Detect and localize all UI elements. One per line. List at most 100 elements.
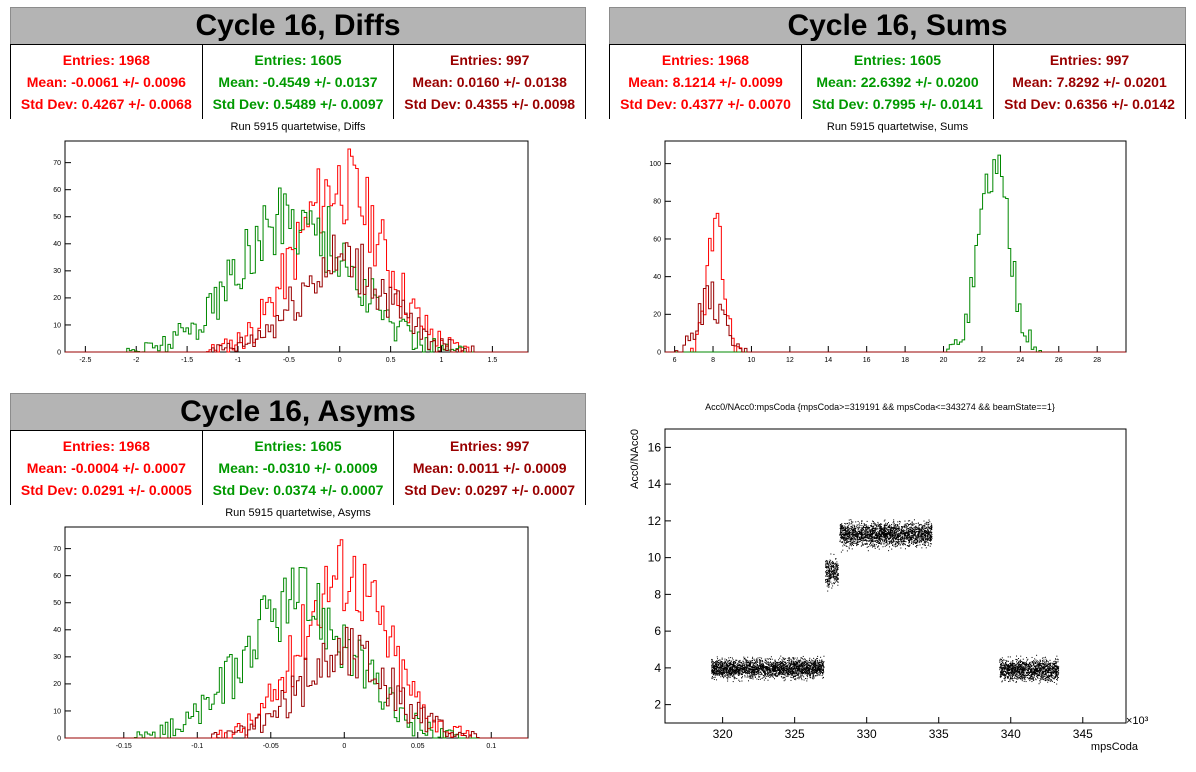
scatter-point: [830, 565, 832, 567]
scatter-point: [784, 663, 786, 665]
scatter-point: [740, 665, 742, 667]
scatter-point: [836, 578, 838, 580]
scatter-point: [926, 535, 928, 537]
scatter-point: [769, 671, 771, 673]
scatter-point: [775, 670, 777, 672]
scatter-point: [783, 676, 785, 678]
scatter-point: [817, 668, 819, 670]
scatter-point: [744, 666, 746, 668]
scatter-point: [882, 529, 884, 531]
scatter-point: [782, 669, 784, 671]
scatter-cluster-2: [825, 553, 839, 592]
y-tick-label: 70: [53, 546, 61, 553]
scatter-point: [721, 665, 723, 667]
scatter-point: [926, 533, 928, 535]
scatter-point: [760, 668, 762, 670]
scatter-point: [828, 574, 830, 576]
scatter-point: [862, 543, 864, 545]
scatter-point: [795, 661, 797, 663]
scatter-point: [860, 535, 862, 537]
scatter-point: [821, 675, 823, 677]
scatter-point: [872, 527, 874, 529]
scatter-point: [779, 672, 781, 674]
scatter-point: [846, 532, 848, 534]
scatter-point: [904, 520, 906, 522]
scatter-point: [782, 665, 784, 667]
scatter-point: [887, 526, 889, 528]
scatter-point: [765, 672, 767, 674]
scatter-point: [922, 527, 924, 529]
scatter-point: [930, 525, 932, 527]
scatter-point: [803, 664, 805, 666]
scatter-point: [738, 661, 740, 663]
scatter-point: [841, 523, 843, 525]
scatter-point: [930, 530, 932, 532]
scatter-point: [828, 565, 830, 567]
scatter-point: [915, 537, 917, 539]
scatter-point: [827, 563, 829, 565]
scatter-point: [897, 533, 899, 535]
scatter-point: [833, 582, 835, 584]
scatter-point: [729, 672, 731, 674]
scatter-point: [915, 525, 917, 527]
scatter-point: [749, 663, 751, 665]
scatter-point: [889, 531, 891, 533]
scatter-point: [806, 678, 808, 680]
scatter-point: [822, 668, 824, 670]
scatter-point: [892, 538, 894, 540]
scatter-point: [886, 540, 888, 542]
scatter-point: [842, 545, 844, 547]
scatter-point: [921, 530, 923, 532]
scatter-point: [722, 662, 724, 664]
scatter-point: [798, 678, 800, 680]
scatter-point: [835, 567, 837, 569]
scatter-point: [877, 521, 879, 523]
scatter-point: [713, 668, 715, 670]
scatter-point: [730, 673, 732, 675]
scatter-point: [761, 664, 763, 666]
scatter-point: [734, 666, 736, 668]
scatter-point: [882, 531, 884, 533]
scatter-point: [856, 533, 858, 535]
scatter-point: [908, 530, 910, 532]
scatter-point: [770, 670, 772, 672]
scatter-point: [912, 542, 914, 544]
scatter-point: [825, 560, 827, 562]
scatter-point: [901, 538, 903, 540]
scatter-point: [725, 661, 727, 663]
scatter-point: [788, 668, 790, 670]
scatter-point: [886, 536, 888, 538]
scatter-point: [897, 537, 899, 539]
scatter-point: [864, 543, 866, 545]
scatter-point: [870, 543, 872, 545]
scatter-point: [723, 672, 725, 674]
scatter-point: [897, 535, 899, 537]
scatter-point: [884, 529, 886, 531]
scatter-point: [782, 673, 784, 675]
scatter-point: [773, 666, 775, 668]
scatter-point: [746, 671, 748, 673]
scatter-point: [720, 664, 722, 666]
scatter-point: [861, 531, 863, 533]
scatter-point: [814, 672, 816, 674]
scatter-point: [852, 542, 854, 544]
scatter-point: [758, 666, 760, 668]
scatter-ylabel: Acc0/NAcc0: [629, 429, 641, 489]
scatter-point: [800, 662, 802, 664]
scatter-point: [771, 658, 773, 660]
scatter-point: [721, 669, 723, 671]
scatter-point: [903, 538, 905, 540]
scatter-point: [856, 533, 858, 535]
scatter-point: [736, 666, 738, 668]
scatter-point: [789, 665, 791, 667]
scatter-point: [802, 668, 804, 670]
scatter-point: [807, 662, 809, 664]
scatter-point: [845, 533, 847, 535]
scatter-point: [893, 537, 895, 539]
scatter-point: [928, 522, 930, 524]
scatter-point: [826, 566, 828, 568]
scatter-point: [787, 675, 789, 677]
scatter-point: [792, 666, 794, 668]
scatter-point: [774, 664, 776, 666]
scatter-point: [768, 671, 770, 673]
